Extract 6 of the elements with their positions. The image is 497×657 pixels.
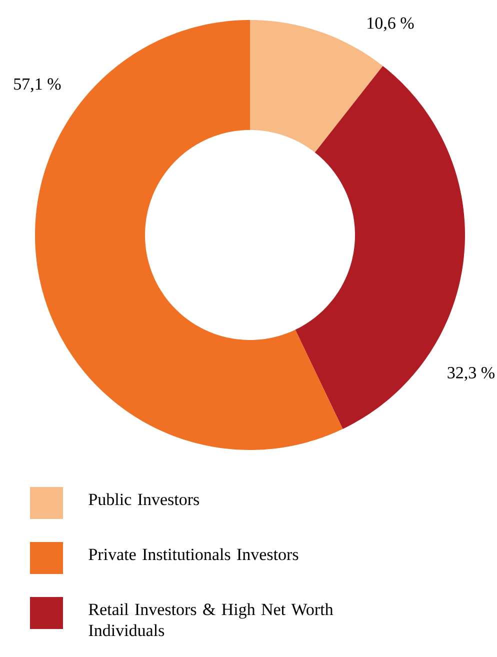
data-label: 10,6 % [368,17,414,32]
legend-label: Public Investors [88,493,200,506]
data-label: 57,1 % [14,78,61,92]
data-label: 32,3 % [448,366,494,381]
legend-label: Private Institutionals Investors [88,548,298,560]
legend-label: Retail Investors & High Net Worth Individuals [88,603,334,636]
